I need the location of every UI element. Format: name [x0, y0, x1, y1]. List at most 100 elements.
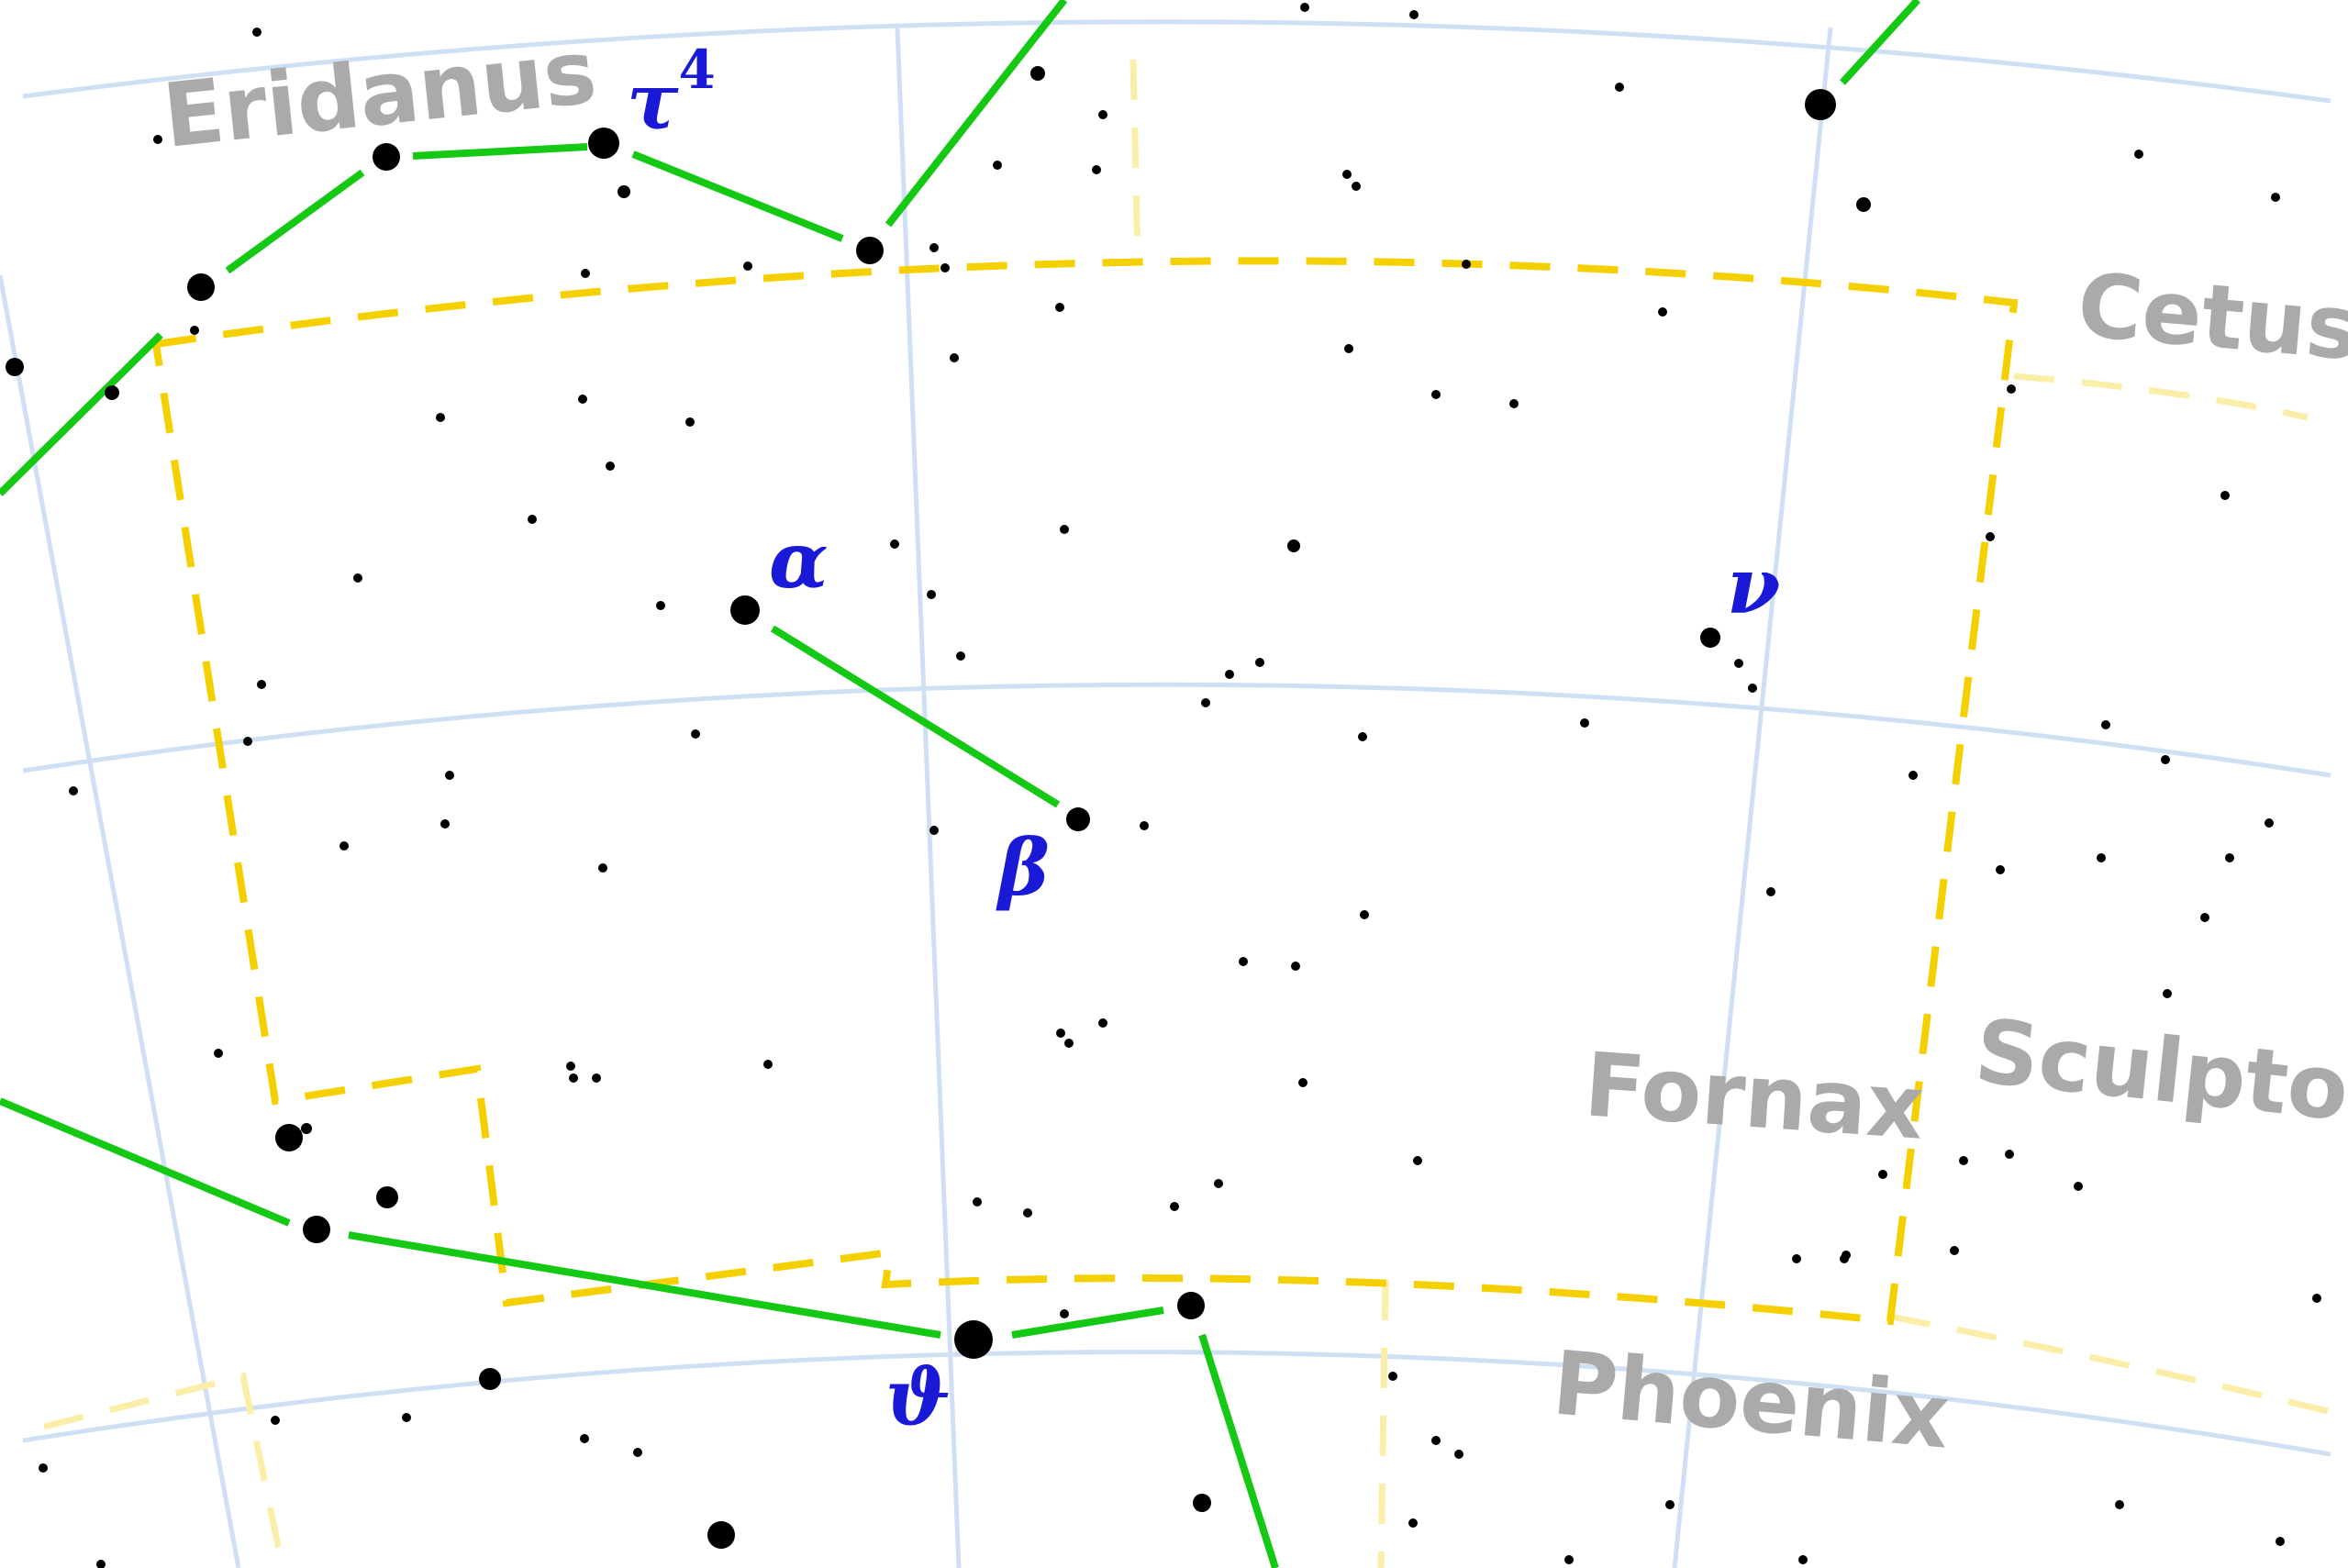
- star: [569, 1073, 578, 1083]
- star: [252, 28, 262, 37]
- star: [1055, 303, 1064, 312]
- figure-line: [348, 1231, 941, 1339]
- star: [578, 395, 587, 404]
- label-alpha: α: [769, 515, 829, 606]
- star: [153, 135, 162, 144]
- star: [929, 243, 939, 252]
- boundary-phoenix-west: [1377, 1279, 1389, 1568]
- star: [1201, 698, 1210, 707]
- figure-line: [0, 332, 163, 496]
- star: [1798, 1555, 1808, 1564]
- star: [2220, 491, 2230, 500]
- star: [2005, 1150, 2014, 1159]
- star: [528, 515, 537, 524]
- grid-declination-bottom: [22, 1350, 2331, 1457]
- boundary-phoenix-eridanus: [43, 1372, 286, 1568]
- star: [1950, 1246, 1959, 1255]
- star: [2134, 150, 2143, 159]
- constellation-label-eridanus: Eridanus: [159, 20, 601, 168]
- label-nu: ν: [1727, 540, 1780, 631]
- constellation-label-phoenix: Phoenix: [1549, 1331, 1953, 1468]
- star: [1409, 10, 1419, 19]
- star: [2276, 1537, 2285, 1546]
- star: [1734, 659, 1743, 668]
- star: [1352, 182, 1361, 191]
- star: [402, 1413, 411, 1422]
- star: [993, 161, 1002, 170]
- star: [1792, 1254, 1801, 1263]
- star: [1360, 910, 1369, 919]
- constellation-label-fornax: Fornax: [1581, 1033, 1927, 1160]
- star: [2265, 818, 2274, 828]
- star: [1300, 3, 1309, 12]
- star: [353, 573, 362, 583]
- star: [2074, 1182, 2083, 1191]
- star: [1658, 307, 1667, 317]
- star: [2163, 989, 2172, 998]
- star: [1060, 525, 1069, 534]
- label-theta: ϑ: [885, 1351, 951, 1442]
- grid-ra-center: [895, 27, 962, 1568]
- star: [2271, 193, 2280, 202]
- star: [598, 863, 607, 873]
- star: [105, 385, 119, 400]
- star: [303, 1216, 330, 1243]
- star: [6, 358, 24, 376]
- star: [1092, 165, 1101, 174]
- figure-line: [1840, 0, 1920, 85]
- label-tau: τ: [627, 56, 679, 147]
- star: [1462, 260, 1471, 269]
- star: [1287, 539, 1300, 552]
- star: [1908, 771, 1918, 780]
- star: [190, 326, 199, 335]
- constellation-label-sculptor: Sculptor: [1971, 999, 2348, 1145]
- figure-line: [412, 143, 588, 160]
- star: [1066, 807, 1090, 831]
- star: [1878, 1170, 1887, 1179]
- star: [1615, 83, 1624, 92]
- star: [954, 1320, 993, 1359]
- figure-line: [1011, 1307, 1164, 1339]
- star: [1805, 89, 1836, 120]
- star: [1996, 865, 2005, 874]
- star: [588, 128, 619, 159]
- star: [1413, 1156, 1422, 1165]
- star: [592, 1073, 601, 1083]
- star: [707, 1521, 735, 1549]
- star: [243, 737, 252, 746]
- star: [1214, 1179, 1223, 1188]
- star: [376, 1186, 398, 1208]
- star: [440, 819, 450, 828]
- figure-line: [1198, 1333, 1279, 1568]
- star: [606, 462, 615, 471]
- grid-declination-middle: [22, 682, 2331, 778]
- star: [479, 1368, 501, 1390]
- star: [927, 590, 936, 599]
- star: [1564, 1555, 1574, 1564]
- star: [685, 417, 695, 427]
- star: [1023, 1208, 1032, 1218]
- star: [1177, 1292, 1205, 1319]
- star: [1856, 197, 1871, 212]
- boundary-phoenix-sculptor: [1889, 1313, 2336, 1417]
- star: [763, 1060, 773, 1069]
- star: [2101, 720, 2110, 729]
- star: [1030, 66, 1045, 81]
- grid-ra-left: [0, 274, 241, 1568]
- figure-line: [631, 150, 844, 242]
- star: [1342, 170, 1352, 179]
- star: [1842, 1251, 1851, 1260]
- star: [730, 595, 760, 625]
- star: [1358, 732, 1367, 741]
- star: [1388, 1372, 1397, 1381]
- star: [1766, 887, 1775, 896]
- star: [2007, 384, 2016, 394]
- figure-line: [770, 625, 1061, 808]
- star: [691, 729, 700, 739]
- constellation-names: Eridanus Cetus Fornax Sculptor Phoenix: [159, 20, 2348, 1469]
- star: [275, 1124, 303, 1151]
- star: [973, 1197, 982, 1207]
- star: [1193, 1494, 1211, 1512]
- star: [1298, 1078, 1308, 1087]
